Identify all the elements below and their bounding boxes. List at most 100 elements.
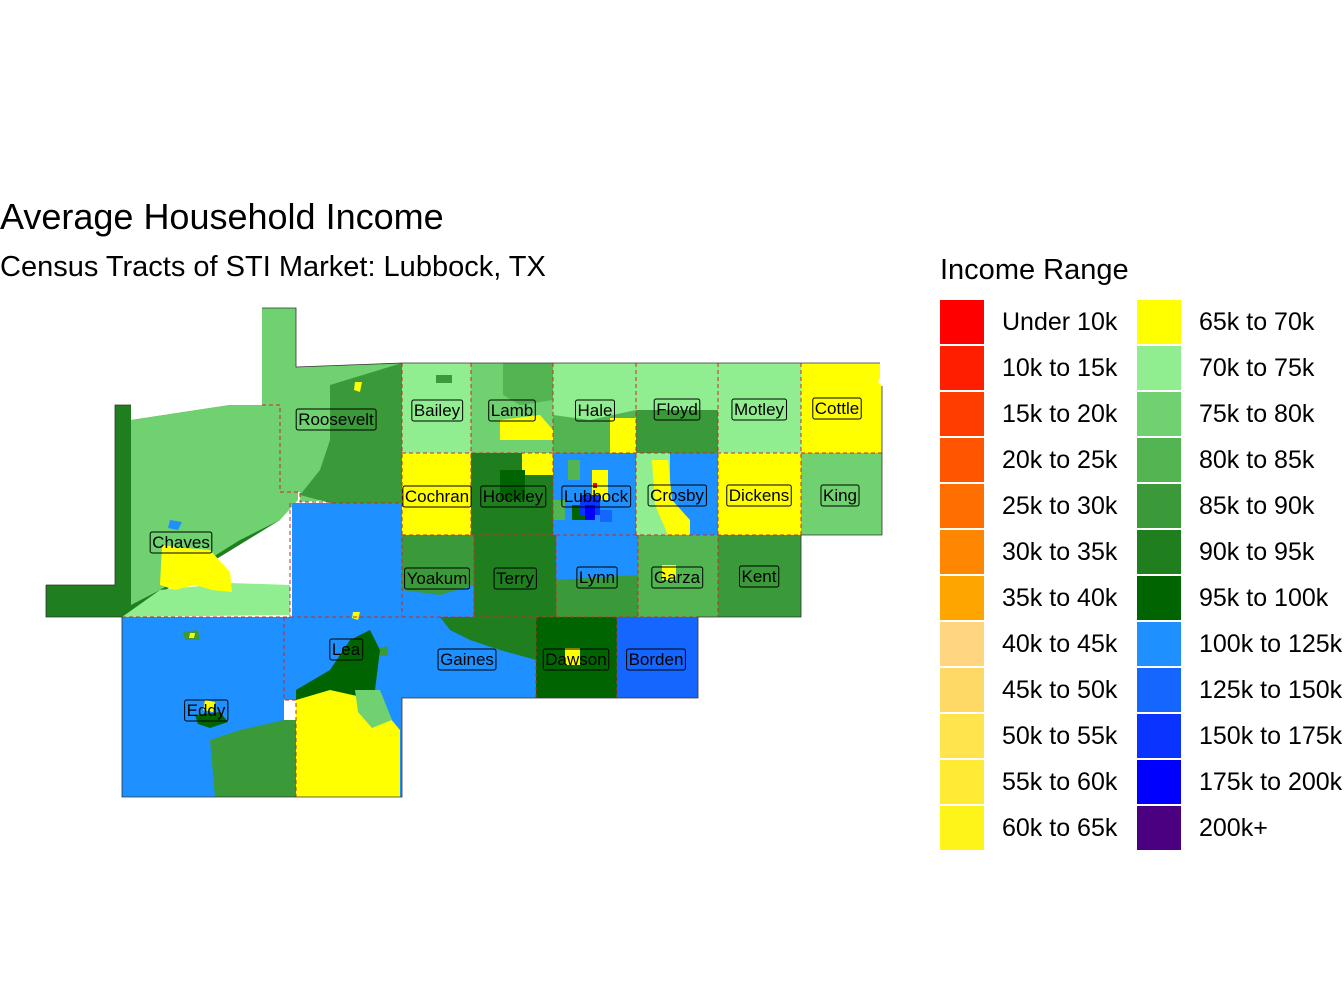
- county-area-terry: [474, 535, 556, 617]
- legend-title: Income Range: [940, 254, 1129, 286]
- county-label-box: [149, 531, 213, 554]
- county-area-hale: [553, 363, 636, 453]
- county-label-text: Motley: [734, 400, 785, 419]
- county-label-garza: Garza: [651, 566, 704, 589]
- county-label-terry: Terry: [493, 567, 537, 590]
- legend-label: 200k+: [1199, 814, 1268, 842]
- county-label-yoakum: Yoakum: [404, 567, 470, 590]
- legend-swatch: [940, 714, 984, 758]
- legend-swatch: [940, 392, 984, 436]
- county-label-text: Lubbock: [564, 487, 629, 506]
- legend-label: 65k to 70k: [1199, 308, 1315, 336]
- county-label-cottle: Cottle: [812, 397, 862, 420]
- county-label-box: [329, 638, 364, 661]
- legend-swatch: [1137, 622, 1181, 666]
- county-label-crosby: Crosby: [647, 484, 707, 507]
- county-area-dawson: [536, 617, 617, 698]
- legend-label: 100k to 125k: [1199, 630, 1343, 658]
- legend-label: 25k to 30k: [1002, 492, 1118, 520]
- county-label-box: [575, 399, 615, 422]
- county-label-text: Eddy: [187, 701, 226, 720]
- legend-swatch: [940, 300, 984, 344]
- county-label-text: King: [823, 486, 857, 505]
- legend-label: 15k to 20k: [1002, 400, 1118, 428]
- legend-label: 40k to 45k: [1002, 630, 1118, 658]
- legend-swatch: [940, 806, 984, 850]
- county-label-king: King: [820, 484, 860, 507]
- county-area-motley: [718, 363, 801, 453]
- county-label-box: [739, 565, 780, 588]
- county-label-hockley: Hockley: [480, 485, 547, 508]
- county-label-chaves: Chaves: [149, 531, 213, 554]
- county-label-box: [647, 484, 707, 507]
- county-label-text: Crosby: [650, 486, 704, 505]
- county-area-lea: [284, 503, 402, 797]
- county-label-eddy: Eddy: [184, 699, 229, 722]
- county-label-box: [726, 484, 792, 507]
- county-label-text: Garza: [654, 568, 701, 587]
- county-label-text: Lea: [332, 640, 361, 659]
- county-label-hale: Hale: [575, 399, 615, 422]
- county-label-box: [820, 484, 860, 507]
- county-label-kent: Kent: [739, 565, 780, 588]
- legend-swatch: [1137, 530, 1181, 574]
- county-label-box: [411, 399, 464, 422]
- legend-swatch: [1137, 760, 1181, 804]
- legend-swatch: [940, 484, 984, 528]
- county-label-motley: Motley: [731, 398, 788, 421]
- county-area-cottle: [801, 363, 882, 453]
- county-label-text: Roosevelt: [298, 410, 374, 429]
- map-title: Average Household Income: [0, 196, 444, 237]
- county-label-text: Hockley: [483, 487, 544, 506]
- county-label-text: Kent: [742, 567, 777, 586]
- county-label-lea: Lea: [329, 638, 364, 661]
- county-area-cochran: [402, 453, 471, 535]
- legend-swatch: [940, 346, 984, 390]
- county-label-box: [626, 648, 686, 671]
- county-area-borden: [617, 617, 698, 698]
- legend-swatch: [940, 576, 984, 620]
- county-area-king: [801, 453, 882, 535]
- county-label-box: [295, 408, 377, 431]
- legend-swatch: [940, 530, 984, 574]
- county-label-box: [561, 485, 632, 508]
- county-label-box: [480, 485, 547, 508]
- legend-label: 55k to 60k: [1002, 768, 1118, 796]
- county-label-text: Yoakum: [407, 569, 468, 588]
- county-label-text: Bailey: [414, 401, 461, 420]
- legend-label: 175k to 200k: [1199, 768, 1343, 796]
- county-label-roosevelt: Roosevelt: [295, 408, 377, 431]
- county-label-text: Lynn: [579, 568, 615, 587]
- county-label-text: Borden: [629, 650, 684, 669]
- county-label-lynn: Lynn: [576, 566, 618, 589]
- county-label-box: [404, 567, 470, 590]
- county-area-roosevelt: [262, 308, 402, 503]
- legend-label: 35k to 40k: [1002, 584, 1118, 612]
- county-label-lamb: Lamb: [488, 399, 536, 422]
- legend-swatch: [1137, 392, 1181, 436]
- legend-swatch: [1137, 300, 1181, 344]
- county-area-yoakum: [402, 535, 474, 617]
- legend-swatch: [1137, 484, 1181, 528]
- legend-label: 45k to 50k: [1002, 676, 1118, 704]
- legend-swatch: [1137, 346, 1181, 390]
- legend-swatch: [940, 438, 984, 482]
- county-label-box: [653, 398, 701, 421]
- legend-label: 90k to 95k: [1199, 538, 1315, 566]
- county-area-lubbock: [553, 453, 636, 535]
- county-label-box: [493, 567, 537, 590]
- county-label-box: [651, 566, 704, 589]
- legend-swatch: [1137, 576, 1181, 620]
- county-area-crosby: [636, 453, 718, 535]
- county-label-text: Lamb: [491, 401, 534, 420]
- legend-label: 75k to 80k: [1199, 400, 1315, 428]
- county-label-dawson: Dawson: [542, 648, 610, 671]
- legend-swatch: [1137, 806, 1181, 850]
- county-area-hockley: [471, 453, 553, 535]
- county-labels: Roosevelt Bailey Lamb Hale Floyd Motley Cottle…: [149, 397, 862, 722]
- county-label-text: Floyd: [656, 400, 698, 419]
- county-label-gaines: Gaines: [437, 648, 497, 671]
- legend-swatch: [940, 760, 984, 804]
- county-label-box: [731, 398, 788, 421]
- county-label-box: [542, 648, 610, 671]
